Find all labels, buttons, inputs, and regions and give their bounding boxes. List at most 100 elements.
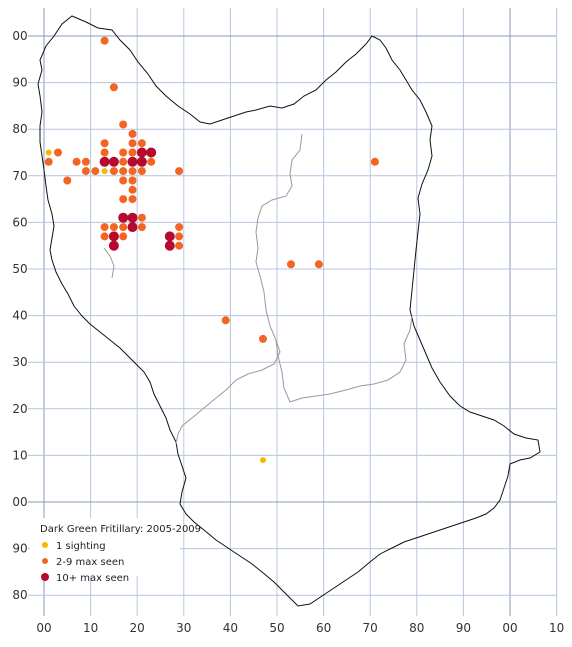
legend-swatch-1 (42, 542, 48, 548)
sighting-dot (119, 223, 128, 232)
sighting-dot (137, 139, 146, 148)
district-boundary-west (103, 247, 115, 279)
x-tick-label: 00 (502, 621, 517, 635)
x-tick-label: 10 (549, 621, 564, 635)
y-tick-label: 90 (12, 542, 27, 556)
x-tick-label: 50 (269, 621, 284, 635)
sighting-dot (119, 157, 128, 166)
sighting-dot (164, 231, 175, 242)
sighting-dot (127, 156, 138, 167)
sighting-dot (287, 260, 295, 269)
y-tick-label: 10 (12, 448, 27, 462)
sighting-dot (137, 213, 146, 222)
sighting-dot (128, 195, 137, 204)
legend-title: Dark Green Fritillary: 2005-2009 (40, 524, 201, 535)
sighting-dot (44, 157, 53, 166)
sighting-dot (175, 223, 184, 232)
sighting-dot (109, 167, 118, 176)
x-tick-label: 80 (409, 621, 424, 635)
legend-swatch-2 (42, 558, 48, 564)
sighting-dot (54, 148, 62, 157)
y-tick-label: 50 (12, 262, 27, 276)
sighting-dot (136, 147, 147, 158)
sighting-dot (164, 240, 175, 251)
sighting-dot (128, 148, 137, 157)
y-tick-label: 80 (12, 588, 27, 602)
legend-label-2: 2-9 max seen (56, 557, 124, 568)
sighting-dot (137, 167, 146, 176)
legend-label-3: 10+ max seen (56, 573, 129, 584)
sighting-dot (127, 222, 138, 233)
sighting-dot (314, 260, 323, 269)
y-tick-label: 90 (12, 76, 27, 90)
sighting-dot (91, 167, 100, 176)
y-tick-label: 00 (12, 29, 27, 43)
sighting-dot (119, 176, 128, 185)
sighting-dot (128, 185, 137, 194)
sighting-dot (81, 157, 90, 166)
sighting-dot (99, 156, 110, 167)
x-tick-label: 30 (176, 621, 191, 635)
y-tick-label: 60 (12, 215, 27, 229)
sighting-dot (127, 212, 138, 223)
district-boundary-east (275, 315, 413, 403)
sighting-dot (128, 139, 137, 148)
y-tick-label: 70 (12, 169, 27, 183)
sighting-dot (260, 457, 266, 464)
sighting-dot (108, 231, 119, 242)
sighting-dot (136, 156, 147, 167)
y-tick-label: 40 (12, 309, 27, 323)
sighting-dot (175, 241, 184, 250)
sighting-dot (119, 167, 128, 176)
sighting-dot (63, 176, 72, 185)
x-tick-label: 40 (223, 621, 238, 635)
sighting-dot (128, 176, 137, 185)
sighting-dot (119, 232, 128, 241)
legend: Dark Green Fritillary: 2005-2009 1 sight… (30, 518, 201, 584)
sighting-dot (221, 316, 230, 325)
sighting-dot (109, 83, 118, 92)
county-boundary (37, 15, 541, 607)
x-tick-label: 90 (456, 621, 471, 635)
sighting-dot (175, 167, 184, 176)
sighting-dot (101, 168, 108, 175)
y-tick-label: 20 (12, 402, 27, 416)
sighting-dot (128, 129, 137, 138)
x-tick-label: 60 (316, 621, 331, 635)
sighting-dot (175, 232, 184, 241)
sighting-dot (119, 148, 128, 157)
x-tick-label: 20 (130, 621, 145, 635)
sighting-dot (108, 156, 119, 167)
legend-label-1: 1 sighting (56, 541, 106, 552)
x-tick-label: 00 (36, 621, 51, 635)
sighting-dots (44, 36, 379, 464)
sighting-dot (119, 195, 128, 204)
legend-swatch-3 (41, 573, 49, 581)
sighting-dot (100, 139, 109, 148)
sighting-dot (100, 223, 109, 232)
sighting-dot (81, 167, 90, 176)
sighting-dot (118, 212, 129, 223)
x-tick-label: 10 (83, 621, 98, 635)
sighting-dot (100, 148, 109, 157)
sighting-dot (108, 240, 119, 251)
sighting-dot (100, 36, 109, 45)
y-tick-label: 80 (12, 122, 27, 136)
sighting-dot (146, 147, 157, 158)
sighting-dot (109, 223, 118, 232)
sighting-dot (128, 167, 137, 176)
axis-labels: 00 10 20 30 40 50 60 70 80 90 00 10 00 90 80 70 60 50 40 30… (12, 29, 564, 635)
grid-lines (28, 8, 558, 616)
y-tick-label: 00 (12, 495, 27, 509)
x-tick-label: 70 (363, 621, 378, 635)
sighting-dot (147, 157, 156, 166)
sighting-dot (119, 120, 128, 129)
y-tick-label: 30 (12, 355, 27, 369)
sighting-dot (370, 157, 379, 166)
sighting-dot (45, 149, 52, 156)
sighting-dot (100, 232, 109, 241)
sighting-dot (137, 223, 146, 232)
sighting-dot (259, 334, 267, 343)
sighting-dot (72, 157, 81, 166)
